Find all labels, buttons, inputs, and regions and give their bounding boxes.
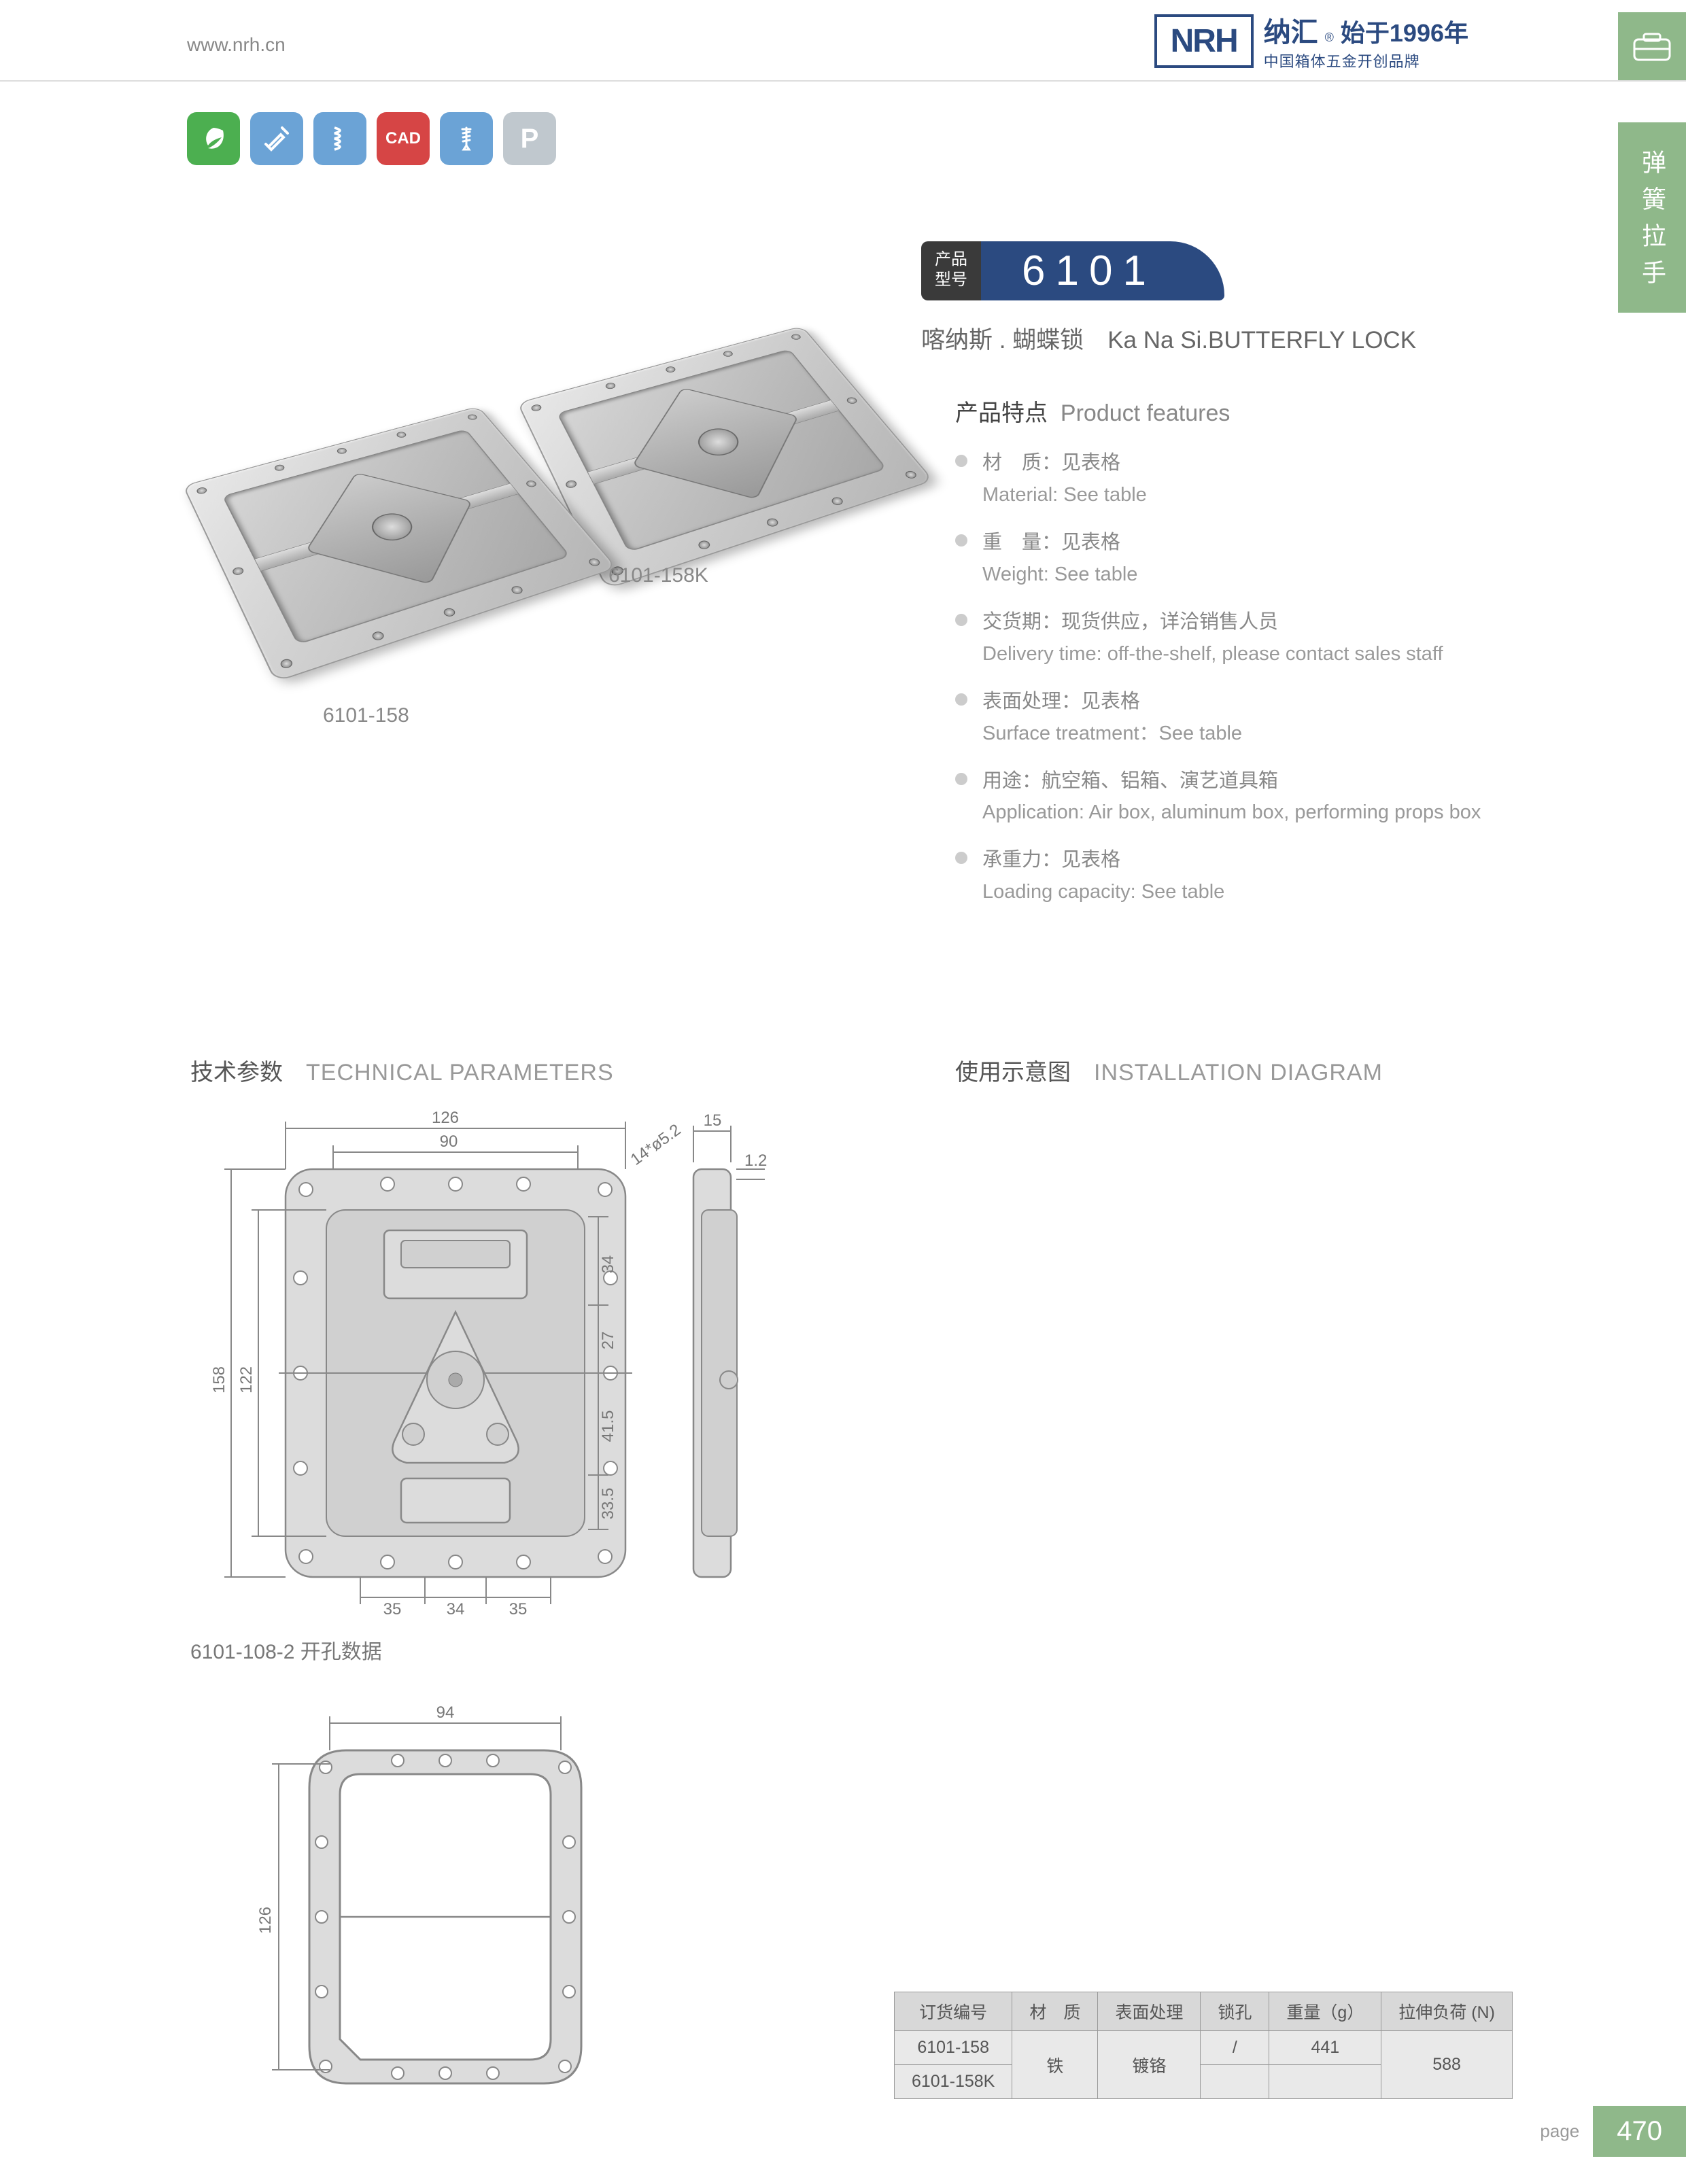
page-footer: page 470 — [1540, 2106, 1686, 2157]
svg-text:126: 126 — [432, 1109, 459, 1127]
th-weight: 重量（g） — [1269, 1992, 1381, 2031]
logo-mark: NRH — [1154, 14, 1254, 68]
spec-table: 订货编号 材 质 表面处理 锁孔 重量（g） 拉伸负荷 (N) 6101-158… — [894, 1992, 1513, 2099]
td-weight — [1269, 2065, 1381, 2099]
logo-year: 始于1996年 — [1341, 14, 1468, 49]
th-load: 拉伸负荷 (N) — [1381, 1992, 1513, 2031]
td-material: 铁 — [1012, 2031, 1098, 2099]
svg-text:35: 35 — [509, 1600, 528, 1618]
model-number: 6101 — [981, 241, 1224, 300]
svg-text:90: 90 — [440, 1132, 458, 1151]
th-code: 订货编号 — [895, 1992, 1012, 2031]
model-subtitle: 喀纳斯 . 蝴蝶锁 Ka Na Si.BUTTERFLY LOCK — [921, 321, 1416, 356]
td-code: 6101-158 — [895, 2031, 1012, 2065]
side-tab-label: 弹簧拉手 — [1618, 122, 1686, 313]
svg-text:35: 35 — [383, 1600, 402, 1618]
logo-cn: 纳汇 — [1264, 10, 1318, 50]
td-weight: 441 — [1269, 2031, 1381, 2065]
logo-text: 纳汇 ® 始于1996年 中国箱体五金开创品牌 — [1264, 10, 1468, 71]
td-code: 6101-158K — [895, 2065, 1012, 2099]
page-header: www.nrh.cn NRH 纳汇 ® 始于1996年 中国箱体五金开创品牌 — [0, 0, 1686, 82]
tools-icon — [250, 112, 303, 165]
product-label-2: 6101-158K — [608, 564, 708, 587]
feature-item: 交货期：现货供应，详洽销售人员Delivery time: off-the-sh… — [955, 607, 1567, 670]
features-title: 产品特点 Product features — [955, 394, 1567, 428]
page-label: page — [1540, 2121, 1579, 2142]
hole-drawing: 94 126 — [241, 1699, 622, 2124]
product-label-1: 6101-158 — [323, 704, 409, 727]
feature-item: 材 质：见表格Material: See table — [955, 448, 1567, 510]
table-header-row: 订货编号 材 质 表面处理 锁孔 重量（g） 拉伸负荷 (N) — [895, 1992, 1513, 2031]
svg-text:158: 158 — [210, 1366, 228, 1393]
td-surface: 镀铬 — [1098, 2031, 1201, 2099]
svg-text:34: 34 — [599, 1255, 617, 1274]
product-photo-area — [190, 285, 857, 775]
hole-data-caption: 6101-108-2 开孔数据 — [190, 1635, 382, 1665]
svg-text:15: 15 — [704, 1111, 722, 1130]
svg-text:33.5: 33.5 — [599, 1488, 617, 1520]
feature-item: 承重力：见表格Loading capacity: See table — [955, 845, 1567, 907]
feature-item: 表面处理：见表格Surface treatment：See table — [955, 687, 1567, 749]
th-material: 材 质 — [1012, 1992, 1098, 2031]
feature-item: 重 量：见表格Weight: See table — [955, 527, 1567, 590]
svg-text:14*ø5.2: 14*ø5.2 — [627, 1121, 685, 1169]
spring-icon — [313, 112, 366, 165]
header-url: www.nrh.cn — [187, 34, 286, 56]
th-surface: 表面处理 — [1098, 1992, 1201, 2031]
features-block: 产品特点 Product features 材 质：见表格Material: S… — [955, 394, 1567, 924]
logo-reg: ® — [1325, 31, 1334, 45]
svg-text:1.2: 1.2 — [744, 1151, 767, 1170]
td-lock: / — [1201, 2031, 1269, 2065]
technical-drawing: 126 90 14*ø5.2 158 122 34 27 41.5 33.5 3… — [190, 1101, 782, 1621]
svg-text:34: 34 — [447, 1600, 465, 1618]
svg-text:94: 94 — [436, 1703, 455, 1722]
page-number: 470 — [1593, 2106, 1686, 2157]
feature-icon-row: CAD P — [187, 112, 556, 165]
features-list: 材 质：见表格Material: See table 重 量：见表格Weight… — [955, 448, 1567, 907]
tech-params-title: 技术参数 TECHNICAL PARAMETERS — [190, 1054, 614, 1087]
table-row: 6101-158 铁 镀铬 / 441 588 — [895, 2031, 1513, 2065]
p-icon: P — [503, 112, 556, 165]
svg-text:126: 126 — [256, 1907, 275, 1934]
eco-icon — [187, 112, 240, 165]
model-label: 产品型号 — [921, 241, 981, 300]
td-load: 588 — [1381, 2031, 1513, 2099]
svg-text:41.5: 41.5 — [599, 1410, 617, 1442]
td-lock — [1201, 2065, 1269, 2099]
svg-text:27: 27 — [599, 1332, 617, 1350]
screw-icon — [440, 112, 493, 165]
logo-sub: 中国箱体五金开创品牌 — [1264, 50, 1468, 71]
install-diagram-title: 使用示意图 INSTALLATION DIAGRAM — [955, 1054, 1383, 1087]
feature-item: 用途：航空箱、铝箱、演艺道具箱Application: Air box, alu… — [955, 766, 1567, 829]
svg-text:122: 122 — [237, 1366, 256, 1393]
logo-block: NRH 纳汇 ® 始于1996年 中国箱体五金开创品牌 — [1154, 10, 1468, 71]
model-block: 产品型号 6101 喀纳斯 . 蝴蝶锁 Ka Na Si.BUTTERFLY L… — [921, 241, 1416, 356]
th-lock: 锁孔 — [1201, 1992, 1269, 2031]
cad-icon: CAD — [377, 112, 430, 165]
side-tab-icon — [1618, 12, 1686, 80]
